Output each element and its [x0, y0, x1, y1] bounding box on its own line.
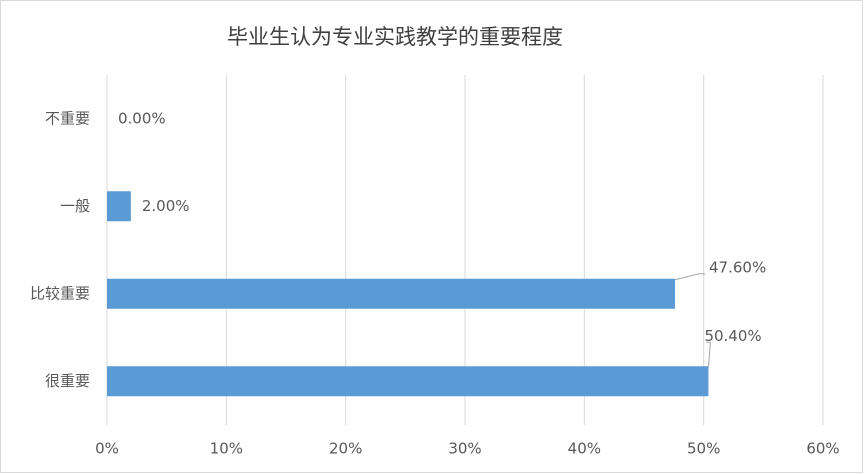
leader-line: [674, 273, 706, 281]
leader-line: [706, 341, 711, 368]
bar: [107, 191, 131, 222]
y-tick-label: 比较重要: [30, 284, 90, 302]
x-tick-label: 40%: [568, 440, 601, 458]
x-tick-label: 0%: [95, 440, 119, 458]
bar: [107, 366, 709, 397]
x-tick-label: 20%: [329, 440, 362, 458]
x-tick-label: 30%: [448, 440, 481, 458]
value-label: 0.00%: [118, 109, 166, 127]
y-tick-label: 很重要: [45, 372, 90, 390]
value-label: 50.40%: [704, 327, 761, 345]
y-tick-label: 一般: [60, 197, 90, 215]
x-tick-label: 50%: [687, 440, 720, 458]
x-tick-label: 60%: [806, 440, 839, 458]
y-tick-label: 不重要: [45, 109, 90, 127]
x-tick-label: 10%: [210, 440, 243, 458]
chart-title: 毕业生认为专业实践教学的重要程度: [227, 25, 563, 49]
value-label: 47.60%: [709, 258, 766, 276]
bar: [107, 278, 676, 309]
value-label: 2.00%: [142, 197, 190, 215]
